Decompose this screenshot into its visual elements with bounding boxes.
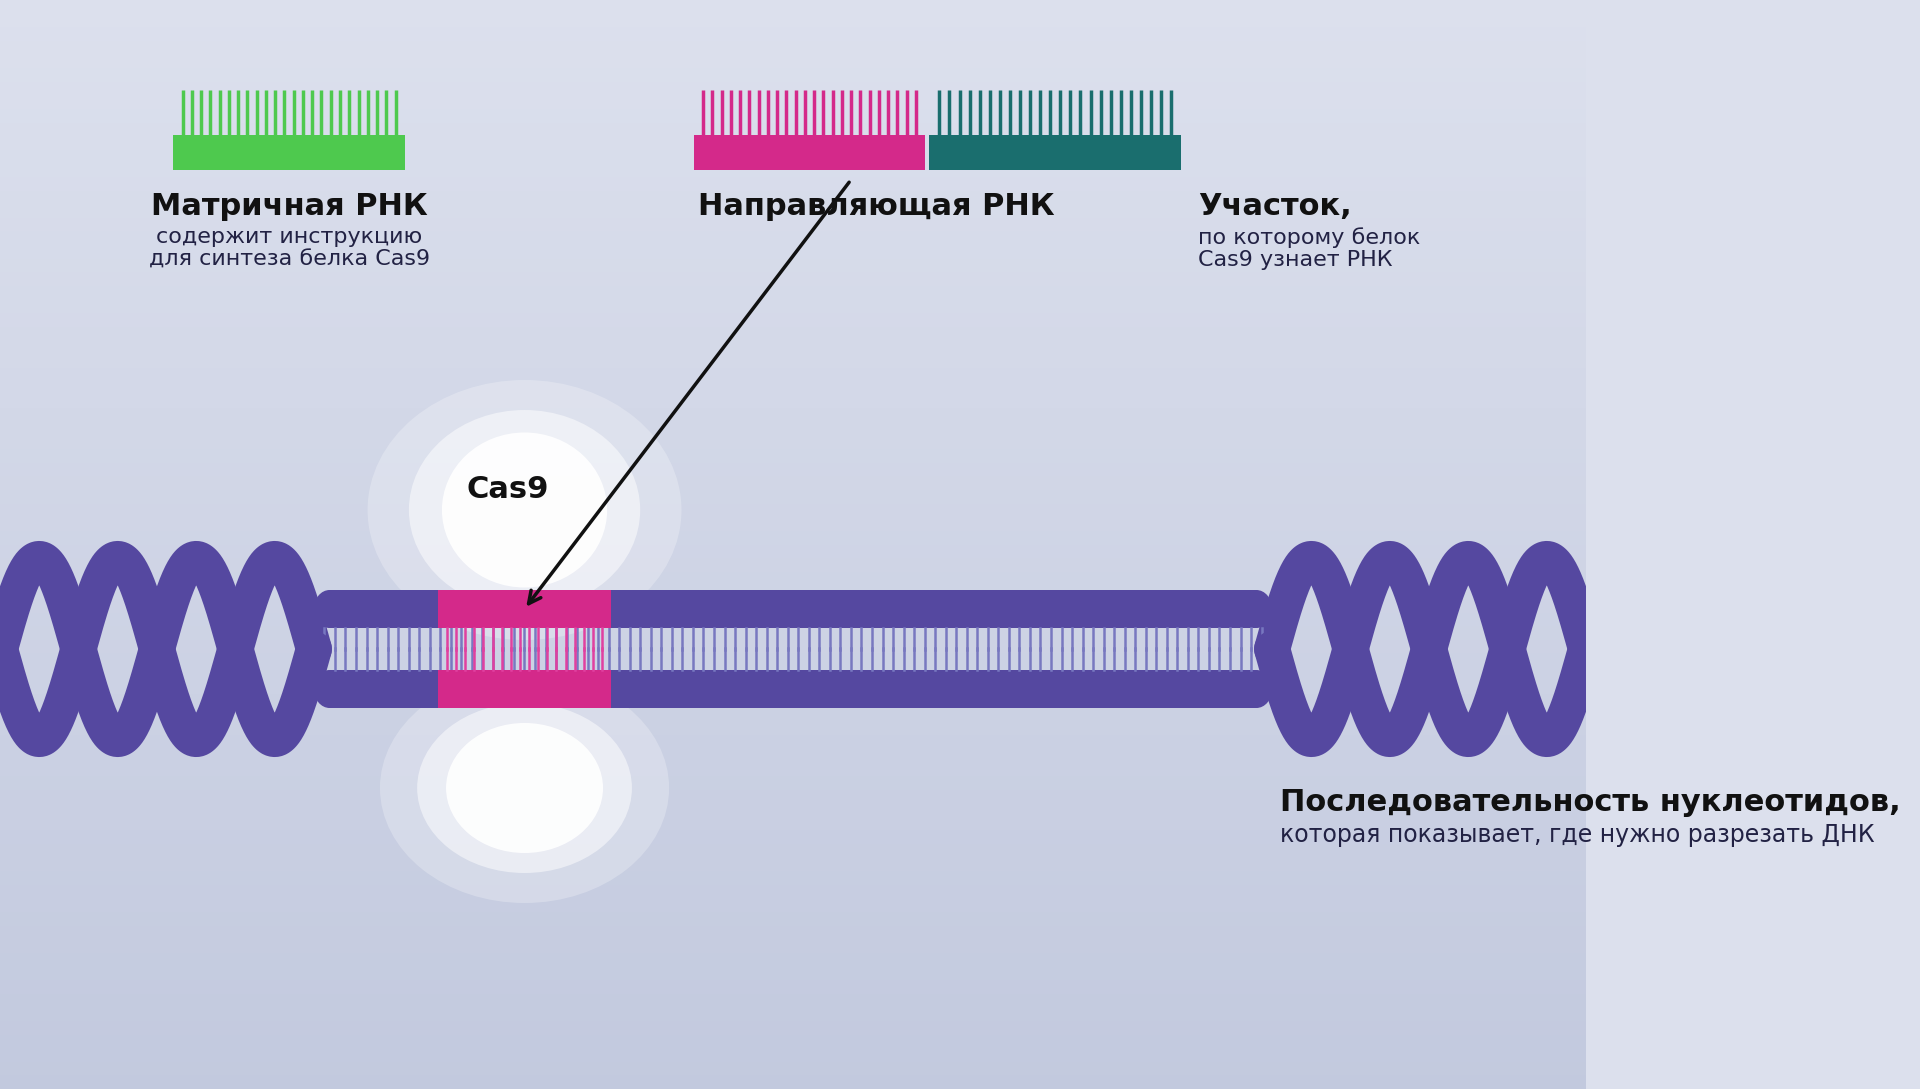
Text: Матричная РНК: Матричная РНК [152, 192, 428, 221]
Bar [330, 590, 1256, 628]
Ellipse shape [442, 432, 607, 587]
Text: содержит инструкцию: содержит инструкцию [156, 227, 422, 247]
Ellipse shape [445, 723, 603, 853]
Circle shape [1240, 670, 1273, 708]
Circle shape [1240, 590, 1273, 628]
Text: Участок,: Участок, [1198, 192, 1352, 221]
Ellipse shape [380, 673, 668, 903]
Bar [438, 670, 611, 708]
Text: Последовательность нуклеотидов,: Последовательность нуклеотидов, [1281, 788, 1901, 817]
Bar [929, 135, 1181, 170]
Ellipse shape [367, 380, 682, 640]
Text: которая показывает, где нужно разрезать ДНК: которая показывает, где нужно разрезать … [1281, 823, 1876, 847]
Text: Направляющая РНК: Направляющая РНК [699, 192, 1054, 221]
Circle shape [313, 590, 346, 628]
Bar [438, 590, 611, 628]
Bar [173, 135, 405, 170]
Ellipse shape [409, 409, 639, 610]
Text: для синтеза белка Cas9: для синтеза белка Cas9 [148, 250, 430, 270]
Text: Cas9 узнает РНК: Cas9 узнает РНК [1198, 250, 1392, 270]
Text: Cas9: Cas9 [467, 476, 549, 504]
Bar [693, 135, 925, 170]
Circle shape [313, 670, 346, 708]
Ellipse shape [417, 703, 632, 873]
Bar [330, 670, 1256, 708]
Text: по которому белок: по которому белок [1198, 227, 1421, 248]
